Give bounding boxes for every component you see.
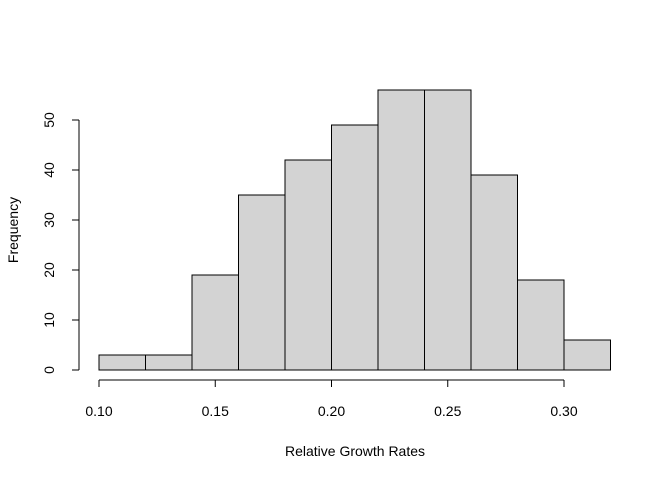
x-tick-label: 0.10 [85, 403, 112, 419]
histogram-bar-8 [470, 174, 518, 371]
x-tick-label: 0.25 [434, 403, 461, 419]
y-tick-label: 0 [41, 366, 57, 374]
x-tick-label: 0.30 [550, 403, 577, 419]
y-axis: 0 10 20 30 40 50 [41, 112, 80, 374]
histogram-bar-6 [377, 89, 425, 371]
x-tick-label: 0.15 [202, 403, 229, 419]
histogram-bar-0 [98, 354, 146, 371]
x-axis: 0.10 0.15 0.20 0.25 0.30 [85, 379, 578, 419]
histogram-bar-1 [145, 354, 193, 371]
y-axis-title: Frequency [5, 197, 21, 263]
histogram-bars [98, 89, 611, 371]
y-tick-label: 40 [41, 162, 57, 178]
histogram-bar-9 [517, 279, 565, 371]
y-tick-label: 30 [41, 212, 57, 228]
y-tick-label: 50 [41, 112, 57, 128]
x-tick-label: 0.20 [318, 403, 345, 419]
histogram-bar-3 [238, 194, 286, 371]
histogram-bar-4 [284, 159, 332, 371]
y-tick-label: 20 [41, 262, 57, 278]
x-axis-title: Relative Growth Rates [285, 443, 425, 459]
y-tick-label: 10 [41, 312, 57, 328]
histogram-bar-5 [331, 124, 379, 371]
histogram-bar-10 [563, 339, 611, 371]
histogram-bar-2 [191, 274, 239, 371]
histogram-bar-7 [424, 89, 472, 371]
